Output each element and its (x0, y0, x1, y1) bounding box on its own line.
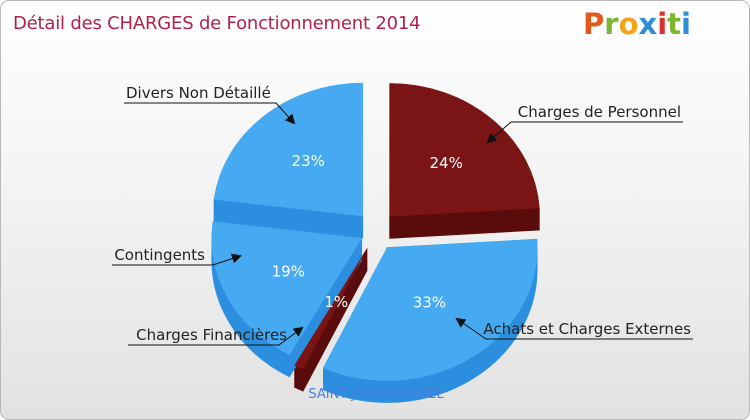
slice-category-label: Divers Non Détaillé (126, 84, 271, 102)
pie-slice (389, 83, 540, 217)
slice-leader (112, 253, 242, 266)
slice-leader (128, 326, 304, 346)
logo-letter: o (618, 7, 639, 41)
commune-caption: SAINT-JEAN-MIRABEL (308, 387, 444, 402)
chart-title: Détail des CHARGES de Fonctionnement 201… (13, 13, 421, 34)
slice-leader (124, 102, 296, 125)
logo-letter: r (604, 7, 619, 41)
slice-percent-label: 1% (324, 293, 348, 311)
slice-category-label: Contingents (114, 246, 205, 264)
slice-percent-label: 24% (429, 154, 462, 172)
slice-leader (486, 121, 683, 144)
slice-percent-label: 23% (292, 152, 325, 170)
pie-slice-side (294, 247, 368, 392)
pie-slice (211, 221, 363, 356)
logo-letter: i (681, 7, 691, 41)
slice-percent-label: 33% (413, 294, 446, 312)
pie-slice (213, 82, 364, 217)
proxiti-logo: Proxiti (583, 7, 691, 41)
pie-slice (323, 238, 538, 381)
slice-leader (455, 317, 693, 340)
pie-slice (294, 248, 368, 370)
slice-percent-label: 19% (272, 262, 305, 280)
logo-letter: t (667, 7, 682, 41)
logo-letter: x (638, 7, 658, 41)
slice-category-label: Achats et Charges Externes (483, 320, 691, 338)
logo-letter: P (582, 7, 605, 41)
slice-category-label: Charges de Personnel (518, 103, 681, 121)
slice-category-label: Charges Financières (136, 326, 287, 344)
logo-letter: i (657, 7, 668, 41)
